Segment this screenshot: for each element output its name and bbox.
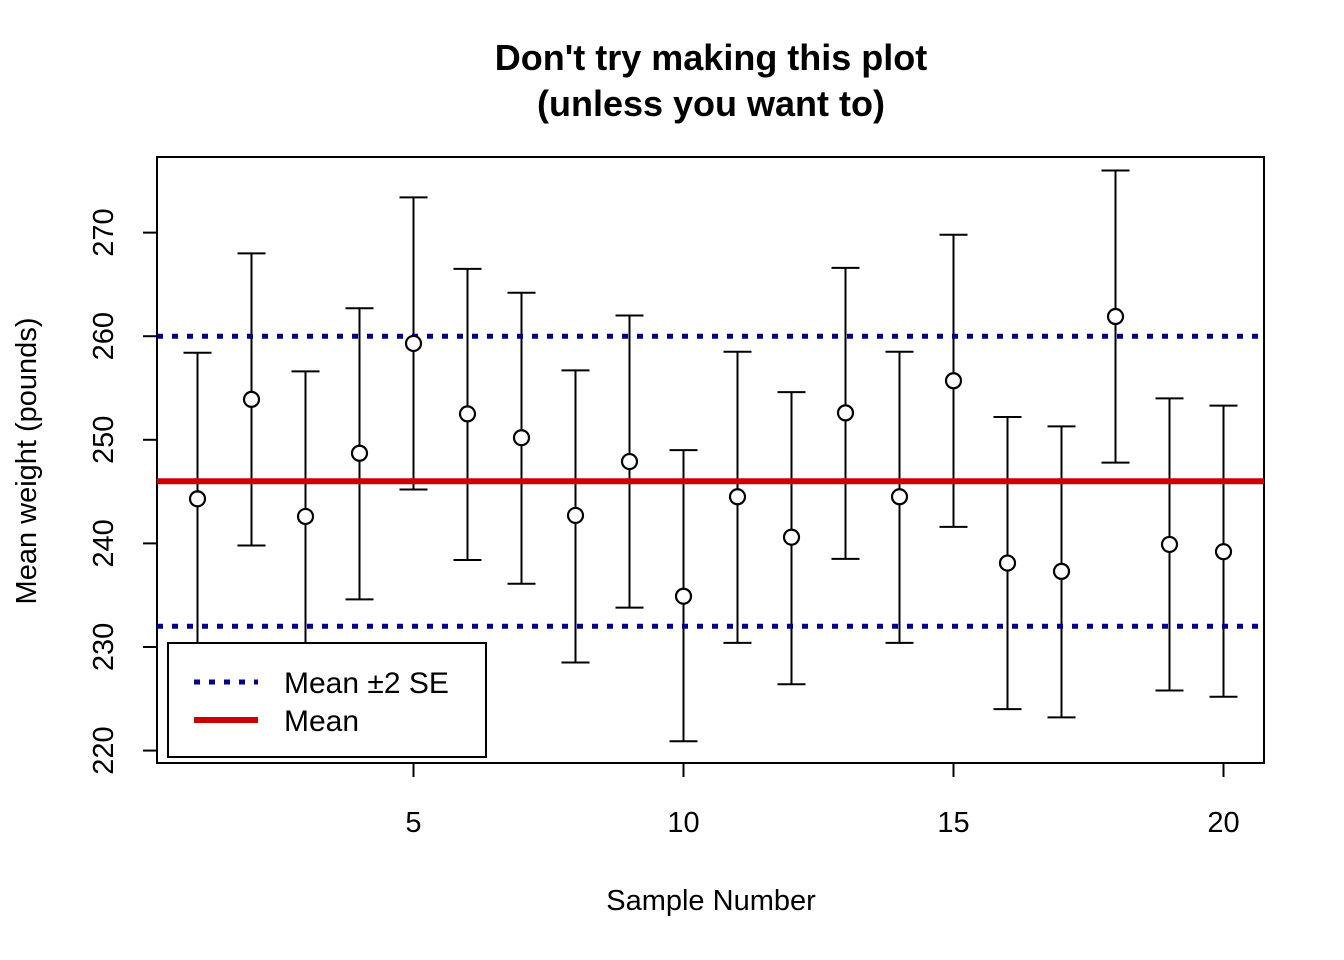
data-point (620, 452, 639, 471)
data-point (836, 404, 855, 422)
data-point (1214, 543, 1233, 561)
legend: Mean ±2 SE Mean (167, 642, 487, 758)
x-tick-label: 5 (405, 807, 421, 839)
chart-title-line-2: (unless you want to) (537, 83, 885, 124)
legend-box (167, 642, 487, 758)
data-point (1052, 562, 1071, 580)
data-point (674, 587, 693, 605)
data-point (188, 490, 207, 508)
x-axis-label: Sample Number (606, 885, 816, 917)
x-tick-label: 10 (667, 807, 699, 839)
data-point (1106, 307, 1125, 326)
data-point (890, 488, 909, 506)
chart-title-line-1: Don't try making this plot (495, 37, 928, 78)
data-point (404, 334, 423, 353)
legend-label: Mean (284, 705, 359, 738)
x-tick-label: 15 (937, 807, 969, 839)
data-point (242, 390, 261, 408)
y-axis-label: Mean weight (pounds) (11, 318, 43, 605)
legend-label: Mean ±2 SE (284, 667, 449, 700)
y-tick-label: 240 (88, 519, 120, 567)
y-tick-label: 250 (88, 416, 120, 464)
plot-area: 5 10 15 20 220 230 240 250 260 270 (88, 156, 1265, 839)
data-point (296, 507, 315, 526)
x-tick-label: 20 (1207, 807, 1239, 839)
plot-frame (156, 156, 1265, 764)
data-point (728, 488, 747, 506)
data-point (458, 405, 477, 423)
data-point (782, 528, 801, 546)
y-tick-label: 230 (88, 623, 120, 671)
data-point (512, 429, 531, 447)
data-point (1160, 535, 1179, 554)
y-tick-label: 220 (88, 726, 120, 774)
data-point (998, 554, 1017, 572)
y-tick-label: 270 (88, 208, 120, 256)
data-point (566, 506, 585, 525)
data-point (944, 372, 963, 390)
y-tick-label: 260 (88, 312, 120, 360)
data-point (350, 444, 369, 462)
